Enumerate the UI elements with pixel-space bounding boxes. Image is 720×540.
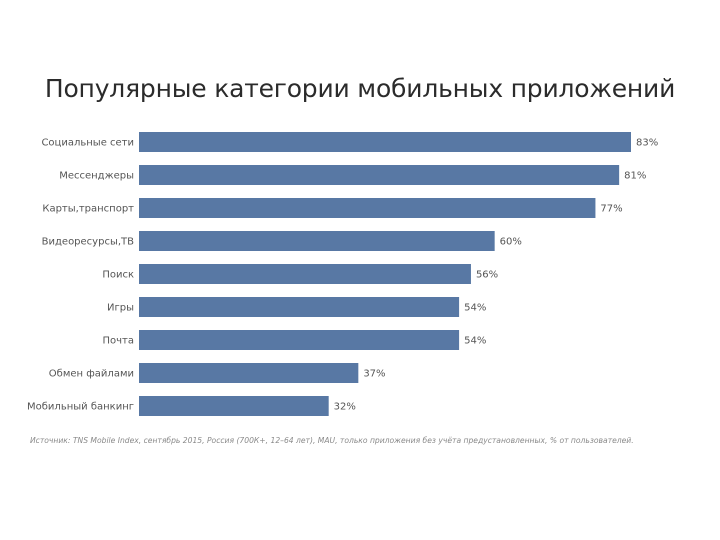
category-label: Поиск [102,270,134,281]
bar [139,231,495,251]
source-note: Источник: TNS Mobile Index, сентябрь 201… [30,436,634,445]
value-label: 60% [500,237,522,248]
category-label: Мессенджеры [59,171,134,182]
value-label: 54% [464,303,486,314]
category-label: Обмен файлами [49,369,134,380]
category-label: Мобильный банкинг [27,402,134,413]
category-label: Почта [103,336,135,347]
bar [139,198,596,218]
category-label: Социальные сети [41,138,134,149]
value-label: 37% [363,369,385,380]
bar [139,363,359,383]
chart-title: Популярные категории мобильных приложени… [44,74,676,103]
value-label: 83% [636,138,658,149]
bar [139,132,631,152]
bar [139,264,471,284]
bar [139,330,460,350]
bar [139,396,329,416]
category-label: Карты,транспорт [42,204,134,215]
category-label: Игры [107,303,134,314]
value-label: 54% [464,336,486,347]
category-label: Видеоресурсы,ТВ [42,237,134,248]
value-label: 56% [476,270,498,281]
value-label: 77% [600,204,622,215]
bar [139,165,620,185]
value-label: 81% [624,171,646,182]
bar [139,297,460,317]
value-label: 32% [334,402,356,413]
